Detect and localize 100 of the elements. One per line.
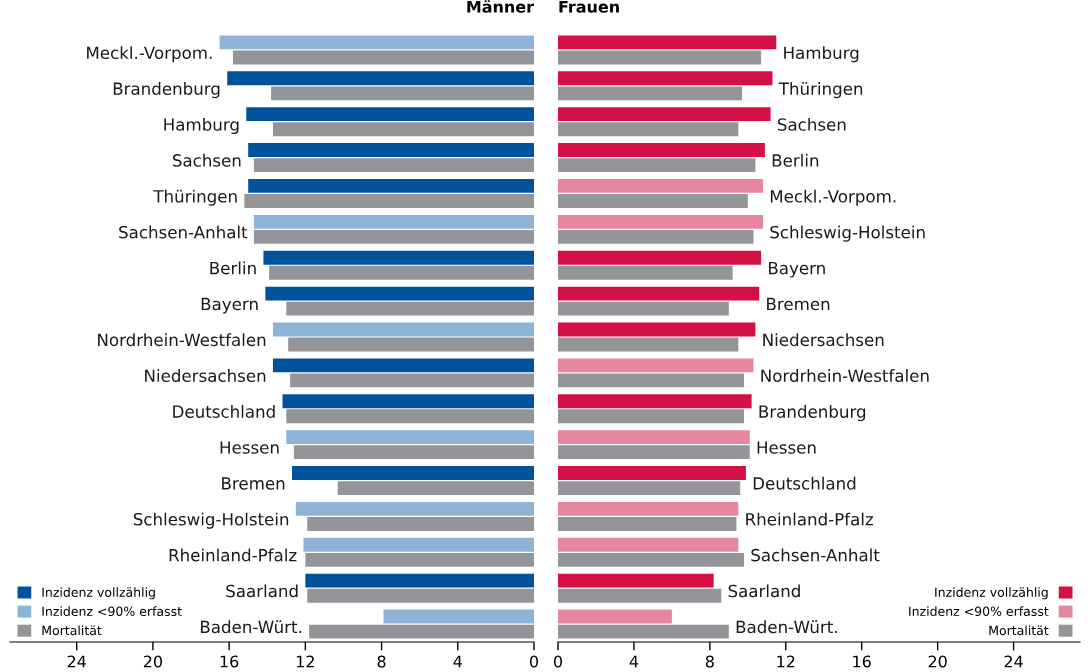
bar: [558, 322, 756, 337]
bar: [558, 158, 756, 173]
bar: [558, 409, 745, 424]
bar: [558, 71, 773, 86]
x-tick-label: 24: [1004, 655, 1023, 668]
x-tick-label: 20: [143, 655, 163, 668]
bar: [558, 445, 750, 460]
bar: [558, 50, 762, 65]
legend-label: Inzidenz vollzählig: [42, 587, 155, 600]
bar: [558, 466, 746, 480]
y-tick-label: Deutschland: [173, 405, 275, 418]
y-tick-label: Nordrhein-Westfalen: [98, 333, 266, 347]
y-tick-label: Sachsen: [777, 117, 846, 131]
bar: [232, 50, 534, 65]
y-tick-label: Sachsen-Anhalt: [751, 548, 880, 562]
bar: [305, 573, 534, 588]
bar: [558, 86, 743, 101]
y-tick-label: Thüringen: [778, 82, 863, 99]
bar: [286, 301, 534, 316]
y-tick-label: Meckl.-Vorpom.: [770, 189, 896, 206]
y-tick-label: Rheinland-Pfalz: [746, 512, 873, 526]
x-tick-label: 16: [220, 655, 239, 668]
bar: [253, 214, 534, 229]
x-tick-label: 24: [67, 655, 86, 668]
y-tick-label: Schleswig-Holstein: [770, 225, 925, 242]
bar: [558, 250, 762, 265]
y-tick-label: Thüringen: [153, 189, 237, 206]
bar: [558, 358, 754, 373]
x-tick-label: 20: [928, 655, 947, 668]
bar: [303, 537, 534, 552]
bar: [558, 122, 739, 137]
bar: [265, 286, 534, 301]
y-tick-label: Niedersachsen: [763, 333, 884, 347]
x-tick-label: 8: [705, 655, 714, 668]
y-tick-label: Schleswig-Holstein: [133, 512, 289, 529]
y-tick-label: Bremen: [767, 297, 830, 311]
y-tick-label: Brandenburg: [113, 82, 220, 99]
y-tick-label: Deutschland: [753, 476, 856, 490]
legend-label: Mortalität: [989, 625, 1049, 636]
y-tick-label: Baden-Würt.: [736, 620, 837, 634]
y-tick-label: Bayern: [201, 297, 258, 314]
x-tick-label: 4: [629, 655, 639, 668]
bar: [383, 609, 534, 624]
bar: [272, 358, 534, 373]
bar: [558, 430, 750, 445]
x-tick-label: 8: [377, 655, 386, 668]
bar: [293, 445, 534, 460]
y-tick-label: Hamburg: [784, 46, 859, 63]
legend-label: Inzidenz vollzählig: [935, 587, 1048, 600]
y-tick-label: Rheinland-Pfalz: [169, 548, 297, 562]
bar: [227, 71, 534, 86]
bar: [558, 481, 741, 495]
bar: [558, 501, 739, 516]
bar: [309, 624, 534, 639]
bar: [305, 552, 534, 567]
y-tick-label: Berlin: [772, 153, 819, 167]
bar: [307, 517, 534, 531]
legend-label: Inzidenz <90% erfasst: [909, 606, 1049, 617]
bar: [271, 86, 534, 101]
x-tick-label: 12: [777, 655, 795, 668]
y-tick-label: Hessen: [220, 441, 279, 454]
bar: [558, 286, 760, 301]
bar: [253, 158, 534, 173]
y-tick-label: Saarland: [728, 584, 800, 598]
y-tick-label: Brandenburg: [759, 405, 866, 422]
x-tick-label: 0: [529, 655, 539, 668]
y-tick-label: Niedersachsen: [145, 369, 266, 383]
bar: [558, 214, 763, 229]
x-tick-label: 0: [553, 655, 563, 668]
y-tick-label: Baden-Würt.: [200, 620, 302, 634]
x-tick-label: 16: [853, 655, 871, 668]
bar: [286, 430, 534, 445]
bar: [558, 194, 748, 208]
bar: [219, 35, 534, 50]
y-tick-label: Bayern: [769, 261, 825, 278]
bar: [282, 394, 534, 409]
bar: [244, 194, 534, 208]
chart-title: Männer: [467, 0, 534, 13]
bar: [246, 107, 534, 122]
bar: [253, 229, 534, 244]
bar: [558, 394, 752, 409]
bar: [337, 481, 534, 495]
legend-label: Inzidenz <90% erfasst: [42, 606, 182, 617]
bar: [558, 265, 733, 280]
bar: [558, 609, 672, 624]
y-tick-label: Hamburg: [164, 117, 239, 135]
bar: [558, 301, 729, 316]
bar: [248, 143, 534, 157]
y-tick-label: Sachsen-Anhalt: [119, 225, 248, 239]
bar: [558, 107, 771, 122]
bar: [558, 537, 739, 552]
bar: [292, 466, 534, 480]
bar: [558, 573, 714, 588]
chart-title: Frauen: [559, 0, 619, 13]
bar: [558, 373, 745, 388]
y-tick-label: Nordrhein-Westfalen: [761, 369, 929, 383]
bar: [558, 179, 763, 193]
bar: [272, 122, 534, 137]
bar: [558, 35, 777, 50]
bar: [269, 265, 534, 280]
